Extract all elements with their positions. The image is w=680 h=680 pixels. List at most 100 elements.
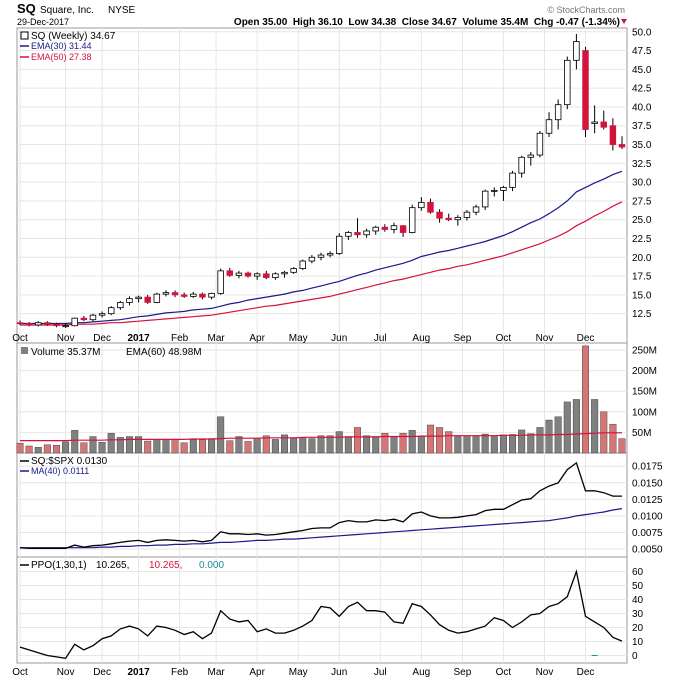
ppo-legend-zero: 0.000 <box>199 560 224 571</box>
volume-bar <box>436 427 444 454</box>
volume-bar <box>98 442 106 454</box>
y-tick-label: 250M <box>632 346 657 357</box>
volume-bar <box>281 434 288 454</box>
candle-body <box>600 121 607 128</box>
y-tick-label: 0.0150 <box>632 478 663 489</box>
candle <box>208 292 215 300</box>
candle-body <box>281 271 288 275</box>
volume-bar <box>125 436 133 454</box>
candle-body <box>35 322 42 326</box>
candle <box>25 321 33 327</box>
candle <box>418 197 425 211</box>
candle-body <box>554 104 562 121</box>
candle <box>381 224 389 232</box>
volume-bar <box>463 435 471 454</box>
candle <box>44 321 51 326</box>
volume-bar <box>618 438 626 454</box>
x-tick-label: Jul <box>374 333 387 344</box>
candle-body <box>390 225 398 230</box>
ratio-line <box>19 461 622 550</box>
candle-body <box>481 190 489 208</box>
x-tick-label: Nov <box>57 333 75 344</box>
ratio-legend: SQ:$SPX 0.0130 MA(40) 0.0111 <box>20 456 108 476</box>
volume-bar <box>563 401 571 454</box>
candle-body <box>509 172 516 188</box>
x-tick-label: Sep <box>453 667 471 678</box>
candle-body <box>180 294 188 297</box>
candle-legend-icon <box>20 31 29 40</box>
volume-bar <box>217 416 225 454</box>
candle <box>545 112 553 138</box>
down-arrow-icon <box>621 19 627 24</box>
candle-body <box>363 230 370 236</box>
ratio-legend-text: SQ:$SPX 0.0130 <box>31 456 108 467</box>
volume-bar <box>226 440 234 454</box>
price-legend-series: SQ (Weekly) 34.67 <box>31 31 116 42</box>
candle <box>436 209 443 223</box>
candle-body <box>263 273 270 278</box>
x-tick-label: Feb <box>171 667 189 678</box>
y-tick-label: 30 <box>632 609 644 620</box>
y-tick-label: 200M <box>632 366 657 377</box>
ohlc-summary: Open 35.00 High 36.10 Low 34.38 Close 34… <box>234 17 620 28</box>
volume-bar <box>354 427 361 454</box>
chart-date: 29-Dec-2017 <box>17 17 69 27</box>
volume-bar <box>235 436 243 454</box>
ppo-legend-label: PPO(1,30,1) <box>31 560 87 571</box>
x-tick-label: Oct <box>12 333 28 344</box>
candle <box>180 292 188 298</box>
x-tick-label: Jun <box>331 333 347 344</box>
volume-bar <box>417 436 425 454</box>
price-legend-ema30: EMA(30) 31.44 <box>31 41 92 51</box>
y-tick-label: 35.0 <box>632 140 652 151</box>
candle-body <box>16 322 24 325</box>
candle <box>390 222 398 234</box>
candle-body <box>308 256 316 262</box>
volume-bar <box>180 442 188 454</box>
candle <box>573 34 580 70</box>
x-tick-label: Feb <box>171 333 189 344</box>
volume-legend: Volume 35.37M EMA(60) 48.98M <box>21 347 202 358</box>
candle-body <box>591 121 598 124</box>
candle <box>35 321 42 327</box>
ppo-legend: PPO(1,30,1) 10.265, 10.265, 0.000 <box>20 560 224 571</box>
volume-bar <box>16 442 24 454</box>
y-tick-label: 30.0 <box>632 178 652 189</box>
volume-legend-text: Volume 35.37M <box>31 347 101 358</box>
candle <box>326 251 334 258</box>
candle-body <box>253 273 261 277</box>
candle-body <box>299 260 306 269</box>
candle <box>135 295 142 303</box>
volume-bar <box>582 345 589 454</box>
x-tick-label: Mar <box>207 333 225 344</box>
volume-legend-ema: EMA(60) 48.98M <box>126 347 202 358</box>
volume-bar <box>509 434 517 454</box>
x-tick-label: Mar <box>207 667 225 678</box>
y-tick-label: 0.0075 <box>632 528 663 539</box>
volume-bar <box>472 436 480 454</box>
candle-body <box>336 235 343 254</box>
candle <box>16 320 24 325</box>
y-tick-label: 15.0 <box>632 290 652 301</box>
volume-bar <box>536 427 544 454</box>
y-tick-label: 40 <box>632 595 644 606</box>
volume-bar <box>25 445 33 454</box>
candle-body <box>107 307 115 315</box>
candle <box>244 271 252 278</box>
volume-bar <box>527 433 535 454</box>
ppo-legend-value: 10.265, <box>96 560 129 571</box>
y-tick-label: 37.5 <box>632 121 652 132</box>
price-panel <box>16 27 628 344</box>
volume-bar <box>71 430 79 454</box>
candle <box>509 170 516 192</box>
volume-bar <box>62 441 70 454</box>
candle-body <box>190 293 197 297</box>
x-tick-label: Nov <box>57 667 75 678</box>
candle <box>226 267 234 277</box>
volume-bar <box>153 439 161 454</box>
candle <box>363 228 370 238</box>
volume-bar <box>426 424 434 454</box>
volume-bar <box>89 436 97 454</box>
volume-bar <box>34 447 42 454</box>
